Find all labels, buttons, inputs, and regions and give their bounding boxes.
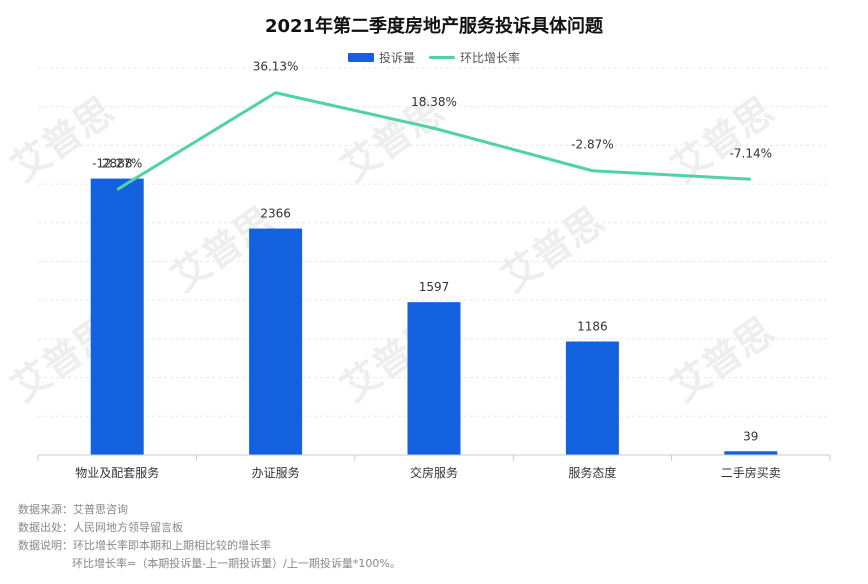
legend-item-line[interactable]: 环比增长率 — [429, 49, 520, 66]
line-value-labels: -12.27% 36.13% 18.38% -2.87% -7.14% — [92, 60, 772, 171]
x-tick-label-1: 办证服务 — [252, 465, 300, 480]
line-label-0: -12.27% — [92, 157, 142, 171]
legend-swatch-line — [429, 56, 455, 59]
bar-series — [90, 178, 778, 455]
watermark-text-7: 艾普思 — [493, 199, 612, 300]
line-label-3: -2.87% — [571, 138, 613, 152]
bar-0 — [90, 178, 144, 455]
watermark-text-0: 艾普思 — [3, 89, 122, 190]
bar-1 — [249, 228, 303, 455]
legend-swatch-bar — [347, 53, 374, 62]
line-label-1: 36.13% — [253, 60, 299, 74]
bar-label-2: 1597 — [419, 280, 450, 294]
bar-label-1: 2366 — [260, 207, 291, 221]
x-tick-label-4: 二手房买卖 — [721, 465, 781, 480]
bar-label-4: 39 — [743, 429, 758, 443]
x-axis: 物业及配套服务 办证服务 交房服务 服务态度 二手房买卖 — [37, 454, 831, 480]
notes: 数据来源：艾普思咨询 数据出处：人民网地方领导留言板 数据说明：环比增长率即本期… — [18, 501, 401, 573]
bar-2 — [407, 302, 461, 455]
legend-item-bar[interactable]: 投诉量 — [347, 49, 415, 66]
legend-label-bar: 投诉量 — [378, 51, 415, 65]
note-explanation: 数据说明：环比增长率即本期和上期相比较的增长率 — [18, 539, 271, 552]
note-origin: 数据出处：人民网地方领导留言板 — [18, 521, 183, 534]
bar-label-0: 2888 — [102, 157, 133, 171]
line-series — [116, 91, 751, 191]
watermark-text-5: 艾普思 — [663, 309, 782, 410]
bar-4 — [724, 451, 778, 455]
bar-3 — [565, 341, 619, 455]
note-source: 数据来源：艾普思咨询 — [18, 503, 128, 516]
line-label-4: -7.14% — [730, 146, 772, 160]
note-formula: 环比增长率=（本期投诉量-上一期投诉量）/上一期投诉量*100%。 — [72, 557, 401, 570]
x-tick-label-3: 服务态度 — [568, 465, 616, 480]
x-tick-label-0: 物业及配套服务 — [75, 465, 159, 480]
x-tick-label-2: 交房服务 — [410, 465, 458, 480]
bar-label-3: 1186 — [577, 319, 608, 333]
line-path — [116, 91, 751, 191]
chart-title: 2021年第二季度房地产服务投诉具体问题 — [264, 16, 604, 37]
chart-legend: 投诉量 环比增长率 — [0, 49, 868, 66]
legend-label-line: 环比增长率 — [460, 51, 521, 65]
bar-value-labels: 2888 2366 1597 1186 39 — [102, 157, 759, 444]
line-label-2: 18.38% — [411, 95, 457, 109]
